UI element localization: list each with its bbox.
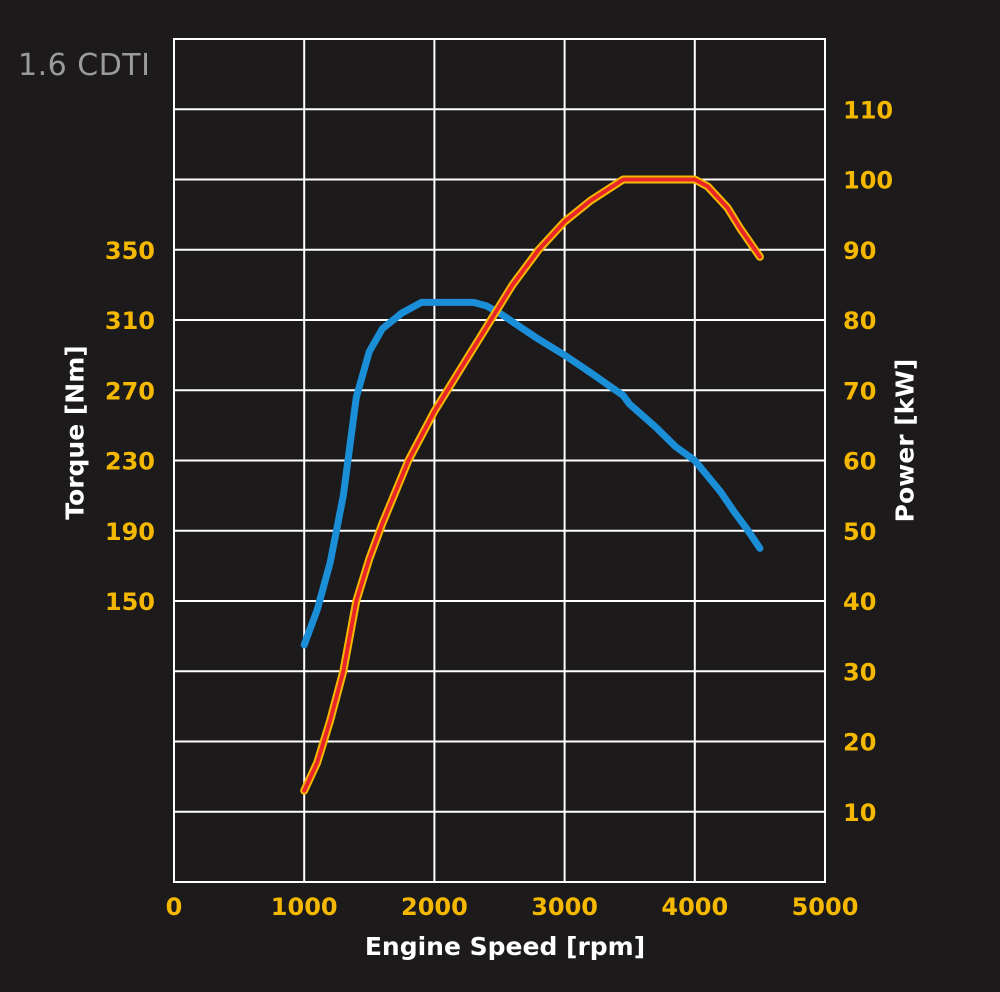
power-series-line xyxy=(302,177,762,793)
power-series-line-outline xyxy=(300,175,764,795)
y-right-tick-label: 90 xyxy=(843,237,876,265)
y-left-tick-label: 270 xyxy=(105,377,155,405)
y-right-tick-label: 20 xyxy=(843,729,876,757)
x-tick-label: 5000 xyxy=(792,893,859,921)
y-left-tick-label: 230 xyxy=(105,448,155,476)
y-left-tick-label: 190 xyxy=(105,518,155,546)
x-tick-label: 2000 xyxy=(401,893,468,921)
chart-title: 1.6 CDTI xyxy=(18,48,151,83)
x-tick-label: 1000 xyxy=(271,893,338,921)
x-axis-label: Engine Speed [rpm] xyxy=(364,932,646,961)
y-right-tick-label: 100 xyxy=(843,167,893,195)
torque-series-line xyxy=(300,298,764,649)
y-right-tick-label: 110 xyxy=(843,96,893,124)
x-tick-label: 3000 xyxy=(531,893,598,921)
y-left-tick-label: 150 xyxy=(105,588,155,616)
x-tick-label: 4000 xyxy=(661,893,728,921)
y-left-tick-label: 310 xyxy=(105,307,155,335)
y-right-tick-label: 80 xyxy=(843,307,876,335)
y-right-tick-label: 30 xyxy=(843,658,876,686)
y-right-tick-label: 40 xyxy=(843,588,876,616)
y-right-tick-label: 70 xyxy=(843,377,876,405)
y-right-tick-label: 10 xyxy=(843,799,876,827)
y-right-tick-label: 50 xyxy=(843,518,876,546)
y-left-tick-label: 350 xyxy=(105,237,155,265)
x-tick-label: 0 xyxy=(166,893,183,921)
y-right-tick-label: 60 xyxy=(843,448,876,476)
